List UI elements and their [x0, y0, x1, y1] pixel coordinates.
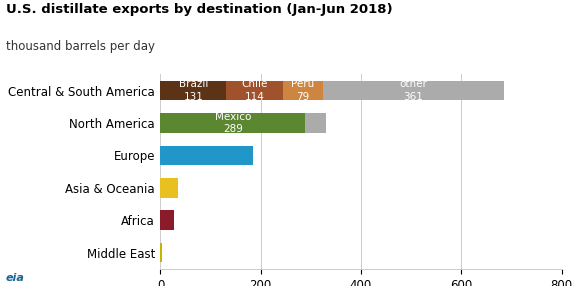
Bar [226, 81, 283, 100]
Text: Chile
114: Chile 114 [241, 80, 268, 102]
Bar [160, 81, 226, 100]
Bar [283, 81, 323, 100]
Bar [160, 243, 162, 262]
Text: other
361: other 361 [399, 80, 427, 102]
Text: Mexico
289: Mexico 289 [215, 112, 251, 134]
Text: thousand barrels per day: thousand barrels per day [6, 40, 155, 53]
Text: eia: eia [6, 273, 25, 283]
Bar [305, 113, 327, 133]
Bar [160, 113, 305, 133]
Text: Brazil
131: Brazil 131 [179, 80, 208, 102]
Bar [160, 178, 178, 198]
Text: Peru
79: Peru 79 [292, 80, 315, 102]
Bar [323, 81, 504, 100]
Bar [160, 146, 253, 165]
Bar [160, 210, 175, 230]
Text: U.S. distillate exports by destination (Jan-Jun 2018): U.S. distillate exports by destination (… [6, 3, 393, 16]
